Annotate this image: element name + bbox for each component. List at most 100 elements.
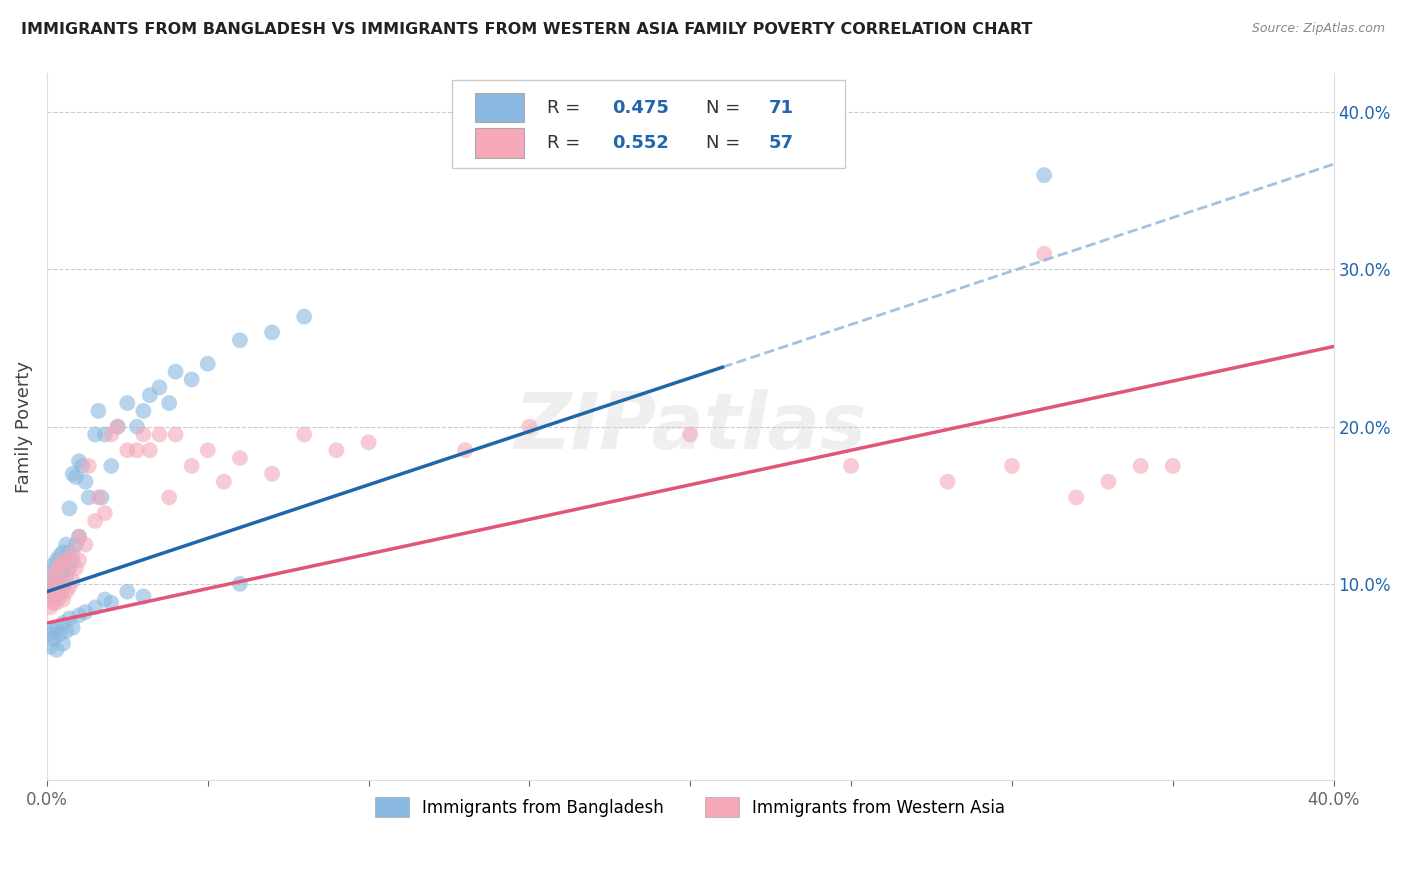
Point bbox=[148, 427, 170, 442]
Point bbox=[62, 621, 84, 635]
Point bbox=[52, 580, 75, 594]
Point bbox=[100, 427, 122, 442]
Point bbox=[52, 616, 75, 631]
Point bbox=[42, 584, 65, 599]
Point bbox=[45, 580, 67, 594]
Point bbox=[77, 491, 100, 505]
Point bbox=[39, 577, 62, 591]
Point bbox=[52, 545, 75, 559]
Point bbox=[62, 467, 84, 481]
Point bbox=[139, 443, 162, 458]
Point bbox=[75, 475, 97, 489]
Point bbox=[49, 577, 72, 591]
Point bbox=[42, 632, 65, 646]
Text: N =: N = bbox=[706, 134, 745, 152]
Point bbox=[39, 590, 62, 604]
FancyBboxPatch shape bbox=[453, 80, 845, 169]
Text: R =: R = bbox=[547, 134, 586, 152]
Point bbox=[49, 584, 72, 599]
Point bbox=[94, 506, 117, 520]
Point bbox=[58, 580, 80, 594]
Point bbox=[67, 553, 90, 567]
Point bbox=[125, 443, 148, 458]
Point bbox=[132, 590, 155, 604]
Point bbox=[90, 491, 112, 505]
Point bbox=[52, 636, 75, 650]
Bar bbox=[475, 93, 524, 122]
Point bbox=[292, 310, 315, 324]
Point bbox=[357, 435, 380, 450]
Point bbox=[87, 491, 110, 505]
Point bbox=[49, 558, 72, 572]
Point bbox=[839, 458, 862, 473]
Point bbox=[45, 553, 67, 567]
Point bbox=[49, 574, 72, 588]
Text: 0.475: 0.475 bbox=[612, 99, 669, 117]
Text: R =: R = bbox=[547, 99, 586, 117]
Point bbox=[125, 419, 148, 434]
Point bbox=[180, 458, 202, 473]
Text: IMMIGRANTS FROM BANGLADESH VS IMMIGRANTS FROM WESTERN ASIA FAMILY POVERTY CORREL: IMMIGRANTS FROM BANGLADESH VS IMMIGRANTS… bbox=[21, 22, 1032, 37]
Point bbox=[49, 590, 72, 604]
Point bbox=[1064, 491, 1087, 505]
Point bbox=[519, 419, 541, 434]
Point bbox=[52, 580, 75, 594]
Point bbox=[292, 427, 315, 442]
Point bbox=[58, 501, 80, 516]
Point bbox=[197, 357, 219, 371]
Point bbox=[1033, 246, 1056, 260]
Point bbox=[39, 600, 62, 615]
Point bbox=[52, 553, 75, 567]
Point bbox=[39, 584, 62, 599]
Point bbox=[58, 611, 80, 625]
Point bbox=[148, 380, 170, 394]
Point bbox=[325, 443, 347, 458]
Point bbox=[262, 326, 284, 340]
Point bbox=[58, 561, 80, 575]
Point bbox=[42, 596, 65, 610]
Point bbox=[229, 333, 252, 347]
Point bbox=[94, 592, 117, 607]
Point bbox=[55, 537, 77, 551]
Point bbox=[165, 365, 187, 379]
Point bbox=[42, 624, 65, 638]
Point bbox=[67, 454, 90, 468]
Point bbox=[936, 475, 959, 489]
Point bbox=[117, 584, 139, 599]
Text: N =: N = bbox=[706, 99, 745, 117]
Point bbox=[45, 643, 67, 657]
Point bbox=[1161, 458, 1184, 473]
Point bbox=[65, 470, 87, 484]
Point bbox=[45, 564, 67, 578]
Point bbox=[52, 592, 75, 607]
Point bbox=[94, 427, 117, 442]
Point bbox=[39, 627, 62, 641]
Point bbox=[45, 584, 67, 599]
Point bbox=[45, 569, 67, 583]
Point bbox=[49, 627, 72, 641]
Text: 57: 57 bbox=[769, 134, 794, 152]
Point bbox=[75, 537, 97, 551]
Point bbox=[42, 584, 65, 599]
Point bbox=[58, 545, 80, 559]
Point bbox=[180, 372, 202, 386]
Point bbox=[107, 419, 129, 434]
Point bbox=[55, 553, 77, 567]
Point bbox=[454, 443, 477, 458]
Point bbox=[1129, 458, 1152, 473]
Point bbox=[87, 404, 110, 418]
Point bbox=[117, 443, 139, 458]
Point bbox=[45, 621, 67, 635]
Point bbox=[1097, 475, 1119, 489]
Point bbox=[157, 491, 180, 505]
Point bbox=[72, 458, 94, 473]
Point bbox=[42, 569, 65, 583]
Point bbox=[84, 514, 107, 528]
Point bbox=[39, 640, 62, 654]
Point bbox=[679, 427, 702, 442]
Point bbox=[229, 577, 252, 591]
Point bbox=[67, 530, 90, 544]
Text: Source: ZipAtlas.com: Source: ZipAtlas.com bbox=[1251, 22, 1385, 36]
Text: ZIPatlas: ZIPatlas bbox=[515, 389, 866, 465]
Point bbox=[58, 553, 80, 567]
